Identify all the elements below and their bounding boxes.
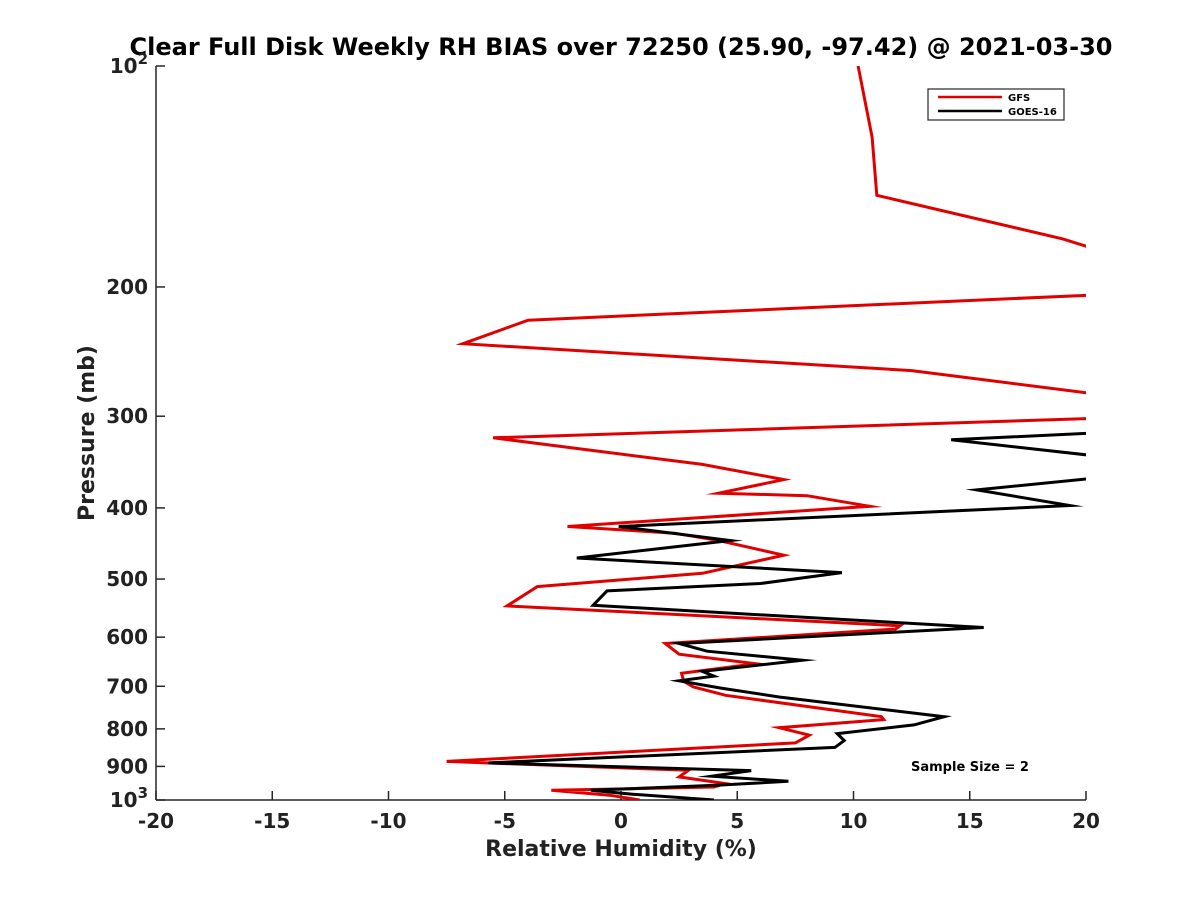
x-tick-label: -10 xyxy=(370,809,406,833)
x-tick-label: -20 xyxy=(138,809,174,833)
legend-box xyxy=(927,88,1065,121)
legend-label-goes16: GOES-16 xyxy=(1008,107,1057,118)
x-axis-label: Relative Humidity (%) xyxy=(485,837,757,862)
x-tick-label: 20 xyxy=(1072,809,1100,833)
plot-area xyxy=(446,66,1086,800)
y-tick-exponent: 2 xyxy=(138,50,148,68)
legend: GFS GOES-16 xyxy=(927,88,1065,121)
legend-label-gfs: GFS xyxy=(1008,93,1030,104)
y-tick-label: 500 xyxy=(106,567,148,591)
y-tick-label: 600 xyxy=(106,625,148,649)
y-axis-label: Pressure (mb) xyxy=(75,345,100,521)
y-tick-label: 400 xyxy=(106,496,148,520)
x-tick-label: 15 xyxy=(956,809,984,833)
x-tick-label: -5 xyxy=(494,809,516,833)
x-tick-label: 5 xyxy=(730,809,744,833)
sample-size-annotation: Sample Size = 2 xyxy=(911,760,1029,775)
y-tick-label: 103 xyxy=(110,784,148,812)
series-line-goes16 xyxy=(488,431,1086,800)
x-tick-label: 0 xyxy=(614,809,628,833)
y-tick-label: 200 xyxy=(106,275,148,299)
y-tick-label: 700 xyxy=(106,674,148,698)
x-tick-group: -20 -15 -10 -5 0 5 10 15 20 xyxy=(138,791,1100,833)
y-tick-exponent: 3 xyxy=(138,784,148,802)
chart-title: Clear Full Disk Weekly RH BIAS over 7225… xyxy=(130,33,1113,61)
y-tick-label: 102 xyxy=(110,50,148,78)
y-tick-base: 10 xyxy=(110,788,138,812)
y-tick-label: 300 xyxy=(106,404,148,428)
series-line-gfs xyxy=(446,66,1086,800)
y-tick-label: 900 xyxy=(106,754,148,778)
y-tick-base: 10 xyxy=(110,54,138,78)
x-tick-label: -15 xyxy=(254,809,290,833)
series-group xyxy=(446,66,1086,800)
x-tick-label: 10 xyxy=(840,809,868,833)
y-tick-label: 800 xyxy=(106,717,148,741)
